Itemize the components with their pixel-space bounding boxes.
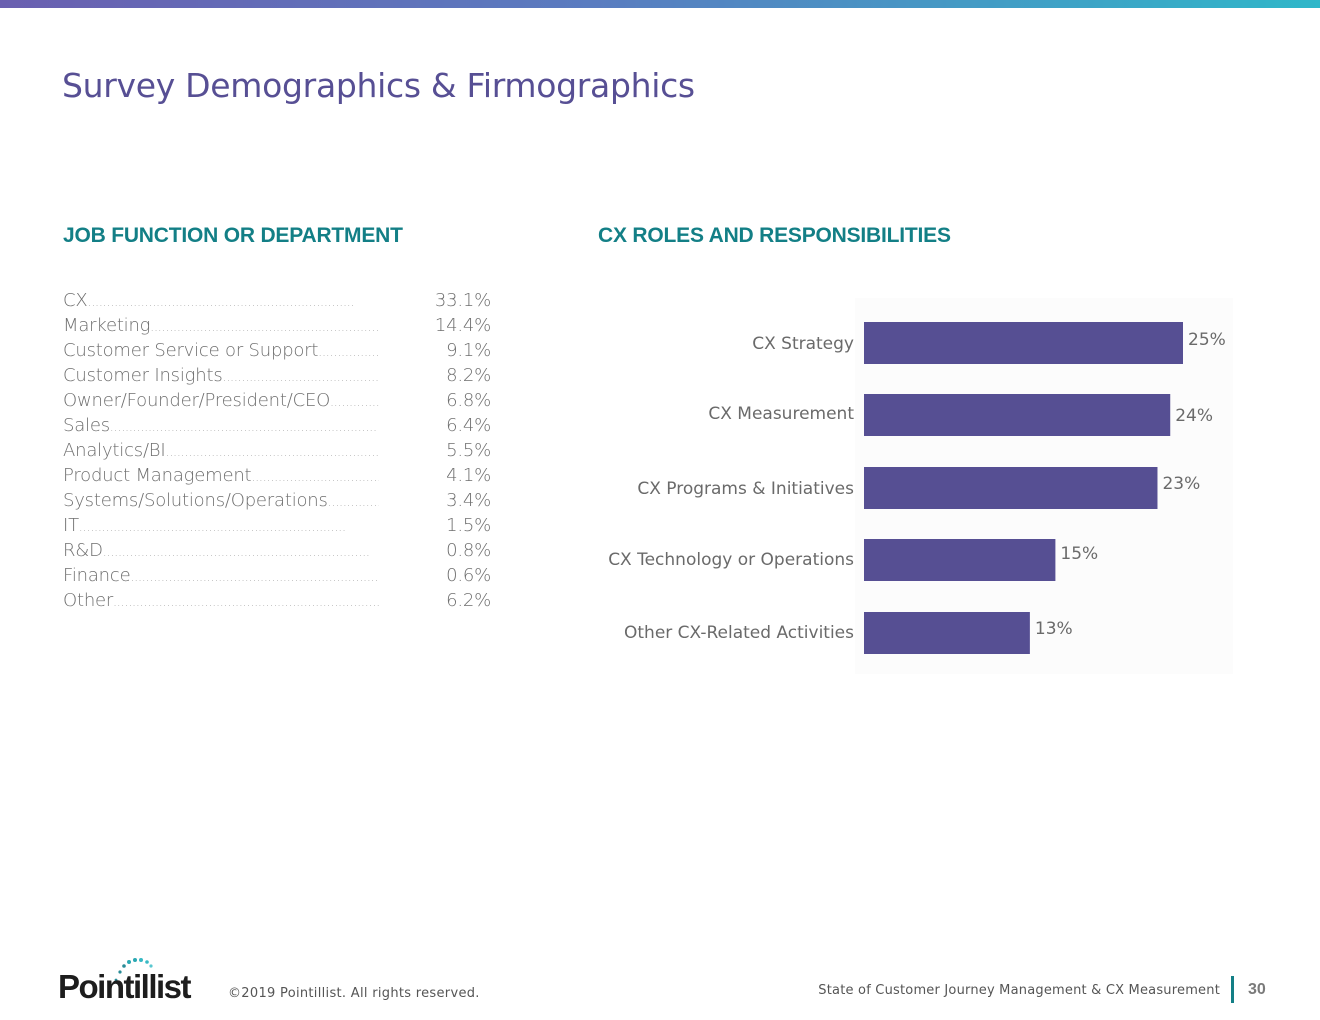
job-row-cx: CX......................................… [63, 288, 503, 313]
job-row-product-management: Product Management......................… [63, 463, 503, 488]
job-label: Owner/Founder/President/CEO.............… [63, 388, 379, 415]
job-label-text: R&D [63, 540, 103, 561]
job-value: 1.5% [446, 515, 491, 536]
cx-roles-chart: CX Strategy 25% CX Measurement 24% CX Progra… [608, 322, 1226, 654]
data-label: 25% [1188, 330, 1226, 350]
bar-cx-programs-initiatives [864, 467, 1158, 509]
job-value: 6.8% [446, 390, 491, 411]
category-label: CX Strategy [752, 334, 854, 354]
leader-dots: ........................................… [251, 470, 379, 484]
data-label: 23% [1162, 474, 1200, 494]
job-row-it: IT......................................… [63, 513, 503, 538]
job-label-text: Product Management [63, 465, 252, 486]
job-label: Analytics/BI............................… [63, 438, 379, 465]
job-row-systems: Systems/Solutions/Operations............… [63, 488, 503, 513]
job-value: 0.8% [446, 540, 491, 561]
job-label-text: IT [63, 515, 79, 536]
job-row-finance: Finance.................................… [63, 563, 503, 588]
bar-cx-strategy [864, 322, 1183, 364]
job-label: Customer Insights.......................… [63, 363, 379, 390]
job-value: 0.6% [446, 565, 491, 586]
data-label: 15% [1060, 544, 1098, 564]
job-value: 5.5% [446, 440, 491, 461]
job-label: Finance.................................… [63, 563, 379, 590]
data-label: 24% [1175, 406, 1213, 426]
leader-dots: ........................................… [87, 295, 355, 309]
job-value: 6.4% [446, 415, 491, 436]
job-label: Sales...................................… [63, 413, 379, 440]
job-label: Product Management......................… [63, 463, 379, 490]
category-label: CX Measurement [708, 404, 854, 424]
top-gradient-bar [0, 0, 1320, 8]
job-value: 4.1% [446, 465, 491, 486]
leader-dots: ........................................… [330, 395, 379, 409]
job-row-marketing: Marketing...............................… [63, 313, 503, 338]
job-label-text: Other [63, 590, 114, 611]
job-value: 9.1% [446, 340, 491, 361]
job-label: Other...................................… [63, 588, 379, 615]
leader-dots: ........................................… [109, 420, 377, 434]
job-label-text: Analytics/BI [63, 440, 166, 461]
leader-dots: ........................................… [130, 570, 379, 584]
bar-cx-measurement [864, 394, 1171, 436]
job-value: 14.4% [434, 315, 491, 336]
bar-other-cx-related-activities [864, 612, 1030, 654]
logo-dots-icon [114, 958, 153, 982]
job-label-text: Systems/Solutions/Operations [63, 490, 328, 511]
copyright-text: ©2019 Pointillist. All rights reserved. [228, 986, 480, 1001]
job-label: CX......................................… [63, 288, 379, 315]
footer-divider [1231, 976, 1234, 1003]
category-label: CX Technology or Operations [608, 550, 854, 570]
pointillist-logo: Pointillist [58, 958, 193, 1005]
job-label-text: Customer Insights [63, 365, 223, 386]
category-label: CX Programs & Initiatives [637, 479, 854, 499]
job-label: R&D.....................................… [63, 538, 379, 565]
page-title: Survey Demographics & Firmographics [62, 66, 695, 105]
job-value: 33.1% [434, 290, 491, 311]
job-row-owner-ceo: Owner/Founder/President/CEO.............… [63, 388, 503, 413]
job-row-customer-insights: Customer Insights.......................… [63, 363, 503, 388]
leader-dots: ........................................… [222, 370, 380, 384]
job-label: Systems/Solutions/Operations............… [63, 488, 379, 515]
job-label-text: Sales [63, 415, 110, 436]
job-row-customer-service: Customer Service or Support.............… [63, 338, 503, 363]
job-label-text: CX [63, 290, 88, 311]
leader-dots: ........................................… [327, 495, 379, 509]
leader-dots: ........................................… [113, 595, 379, 609]
leader-dots: ........................................… [150, 320, 379, 334]
job-value: 8.2% [446, 365, 491, 386]
cx-roles-heading: CX ROLES AND RESPONSIBILITIES [598, 224, 951, 247]
job-label: IT......................................… [63, 513, 379, 540]
job-value: 6.2% [446, 590, 491, 611]
data-label: 13% [1035, 619, 1073, 639]
leader-dots: ........................................… [165, 445, 380, 459]
job-label-text: Owner/Founder/President/CEO [63, 390, 331, 411]
category-label: Other CX-Related Activities [624, 623, 854, 643]
job-label-text: Finance [63, 565, 131, 586]
leader-dots: ........................................… [102, 545, 370, 559]
job-label-text: Customer Service or Support [63, 340, 319, 361]
job-label: Marketing...............................… [63, 313, 379, 340]
job-row-rnd: R&D.....................................… [63, 538, 503, 563]
job-function-list: CX......................................… [63, 288, 503, 613]
leader-dots: ........................................… [78, 520, 346, 534]
job-row-analytics: Analytics/BI............................… [63, 438, 503, 463]
job-label-text: Marketing [63, 315, 151, 336]
job-function-heading: JOB FUNCTION OR DEPARTMENT [63, 224, 403, 247]
job-value: 3.4% [446, 490, 491, 511]
job-label: Customer Service or Support.............… [63, 338, 379, 365]
job-row-other: Other...................................… [63, 588, 503, 613]
page-number: 30 [1248, 981, 1266, 998]
report-title: State of Customer Journey Management & C… [818, 983, 1220, 998]
logo-wordmark: Pointillist [58, 968, 192, 1005]
leader-dots: ........................................… [318, 345, 379, 359]
job-row-sales: Sales...................................… [63, 413, 503, 438]
bar-cx-technology-or-operations [864, 539, 1056, 581]
